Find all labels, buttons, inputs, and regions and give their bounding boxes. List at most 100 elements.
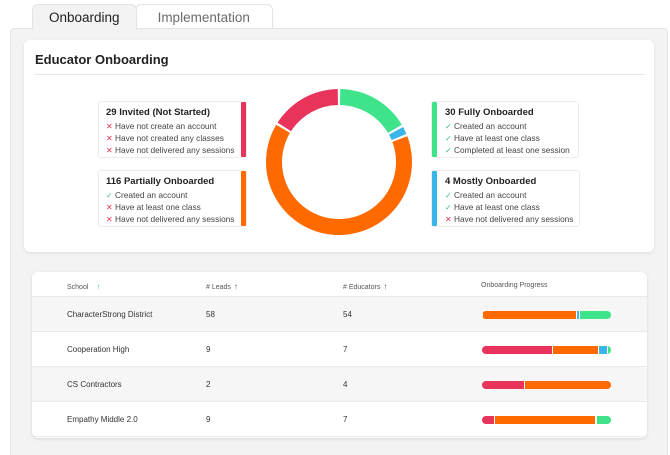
- status-criterion: ✓ Created an account: [445, 189, 571, 201]
- cell-school: CS Contractors: [67, 380, 122, 389]
- criterion-text: Created an account: [454, 121, 527, 131]
- progress-segment-mostly: [595, 416, 597, 424]
- check-icon: ✓: [445, 122, 452, 131]
- progress-segment-fully: [608, 346, 611, 354]
- cell-leads: 2: [206, 380, 211, 389]
- progress-segment-fully: [580, 311, 611, 319]
- tab-implementation[interactable]: Implementation: [134, 4, 273, 30]
- progress-segment-fully: [596, 416, 611, 424]
- criterion-text: Have at least one class: [454, 202, 540, 212]
- sort-icon: ↑: [233, 282, 238, 291]
- criterion-text: Have not delivered any sessions: [115, 214, 235, 224]
- status-criterion: ✕ Have not delivered any sessions: [445, 213, 574, 225]
- status-criterion: ✓ Have at least one class: [445, 201, 571, 213]
- criterion-text: Have not created any classes: [115, 133, 224, 143]
- onboarding-progress-bar: [482, 416, 611, 424]
- criterion-text: Created an account: [115, 190, 188, 200]
- header-progress: Onboarding Progress: [481, 282, 548, 289]
- card-title: Educator Onboarding: [35, 52, 169, 67]
- status-criterion: ✕ Have not delivered any sessions: [106, 213, 238, 225]
- progress-segment-invited: [482, 346, 553, 354]
- criterion-text: Have not delivered any sessions: [454, 214, 574, 224]
- status-criterion: ✕ Have not created any classes: [106, 132, 238, 144]
- progress-segment-invited: [482, 311, 484, 319]
- x-icon: ✕: [445, 215, 452, 224]
- cell-school: Cooperation High: [67, 345, 130, 354]
- progress-segment-mostly: [577, 311, 581, 319]
- status-title: 116 Partially Onboarded: [106, 176, 215, 187]
- status-partially-onboarded: 116 Partially Onboarded ✓ Created an accou…: [98, 170, 247, 227]
- cell-leads: 9: [206, 345, 211, 354]
- donut-slice-mostly-onboarded[interactable]: [389, 126, 407, 141]
- check-icon: ✓: [106, 191, 113, 200]
- status-title: 4 Mostly Onboarded: [445, 176, 537, 187]
- criterion-text: Completed at least one session: [454, 145, 570, 155]
- schools-table: School ↑ # Leads ↑ # Educators ↑ Onboarding…: [32, 272, 647, 438]
- criterion-text: Have not delivered any sessions: [115, 145, 235, 155]
- x-icon: ✕: [106, 146, 113, 155]
- cell-leads: 9: [206, 415, 211, 424]
- progress-segment-partial: [552, 346, 600, 354]
- tab-bar: Onboarding Implementation: [32, 4, 273, 30]
- cell-educators: 7: [343, 415, 348, 424]
- cell-school: CharacterStrong District: [67, 310, 153, 319]
- table-row[interactable]: Cooperation High 9 7: [32, 332, 647, 367]
- criterion-text: Have at least one class: [454, 133, 540, 143]
- header-school[interactable]: School ↑: [67, 282, 101, 291]
- progress-segment-invited: [482, 381, 525, 389]
- donut-slice-partially-onboarded[interactable]: [266, 124, 412, 236]
- status-title: 29 Invited (Not Started): [106, 107, 210, 118]
- onboarding-progress-bar: [482, 346, 611, 354]
- table-row[interactable]: Empathy Middle 2.0 9 7: [32, 402, 647, 437]
- table-header: School ↑ # Leads ↑ # Educators ↑ Onboarding…: [32, 272, 647, 297]
- status-criterion: ✓ Created an account: [106, 189, 238, 201]
- cell-leads: 58: [206, 310, 215, 319]
- status-criterion: ✕ Have not delivered any sessions: [106, 144, 238, 156]
- status-color-bar: [432, 102, 437, 157]
- status-invited: 29 Invited (Not Started) ✕ Have not create…: [98, 101, 247, 158]
- status-mostly-onboarded: 4 Mostly Onboarded ✓ Created an account ✓ Ha…: [431, 170, 580, 227]
- status-criterion: ✕ Have at least one class: [106, 201, 238, 213]
- progress-segment-mostly: [599, 346, 609, 354]
- donut-slice-invited-not-started[interactable]: [277, 89, 339, 132]
- cell-school: Empathy Middle 2.0: [67, 415, 138, 424]
- status-color-bar: [432, 171, 437, 226]
- onboarding-progress-bar: [482, 381, 611, 389]
- check-icon: ✓: [445, 134, 452, 143]
- status-criterion: ✓ Created an account: [445, 120, 570, 132]
- criterion-text: Have not create an account: [115, 121, 217, 131]
- cell-educators: 54: [343, 310, 352, 319]
- progress-segment-partial: [524, 381, 611, 389]
- status-color-bar: [241, 171, 246, 226]
- educator-onboarding-card: Educator Onboarding 29 Invited (Not Star…: [24, 40, 654, 252]
- header-leads[interactable]: # Leads ↑: [206, 282, 238, 291]
- sort-icon: ↑: [383, 282, 388, 291]
- table-row[interactable]: CharacterStrong District 58 54: [32, 297, 647, 332]
- progress-segment-invited: [482, 416, 495, 424]
- divider: [35, 74, 644, 75]
- onboarding-donut-chart: [266, 89, 412, 236]
- onboarding-progress-bar: [482, 311, 611, 319]
- donut-slice-fully-onboarded[interactable]: [339, 89, 402, 133]
- status-criterion: ✓ Completed at least one session: [445, 144, 570, 156]
- status-criterion: ✓ Have at least one class: [445, 132, 570, 144]
- check-icon: ✓: [445, 191, 452, 200]
- status-title: 30 Fully Onboarded: [445, 107, 534, 118]
- check-icon: ✓: [445, 146, 452, 155]
- check-icon: ✓: [445, 203, 452, 212]
- criterion-text: Have at least one class: [115, 202, 201, 212]
- progress-segment-partial: [494, 416, 596, 424]
- table-row[interactable]: CS Contractors 2 4: [32, 367, 647, 402]
- sort-asc-icon: ↑: [96, 282, 101, 291]
- cell-educators: 7: [343, 345, 348, 354]
- tab-onboarding[interactable]: Onboarding: [32, 4, 137, 30]
- cell-educators: 4: [343, 380, 348, 389]
- criterion-text: Created an account: [454, 190, 527, 200]
- x-icon: ✕: [106, 134, 113, 143]
- status-fully-onboarded: 30 Fully Onboarded ✓ Created an account ✓ Ha…: [431, 101, 579, 158]
- status-criterion: ✕ Have not create an account: [106, 120, 238, 132]
- progress-segment-partial: [483, 311, 578, 319]
- x-icon: ✕: [106, 215, 113, 224]
- status-color-bar: [241, 102, 246, 157]
- header-educators[interactable]: # Educators ↑: [343, 282, 388, 291]
